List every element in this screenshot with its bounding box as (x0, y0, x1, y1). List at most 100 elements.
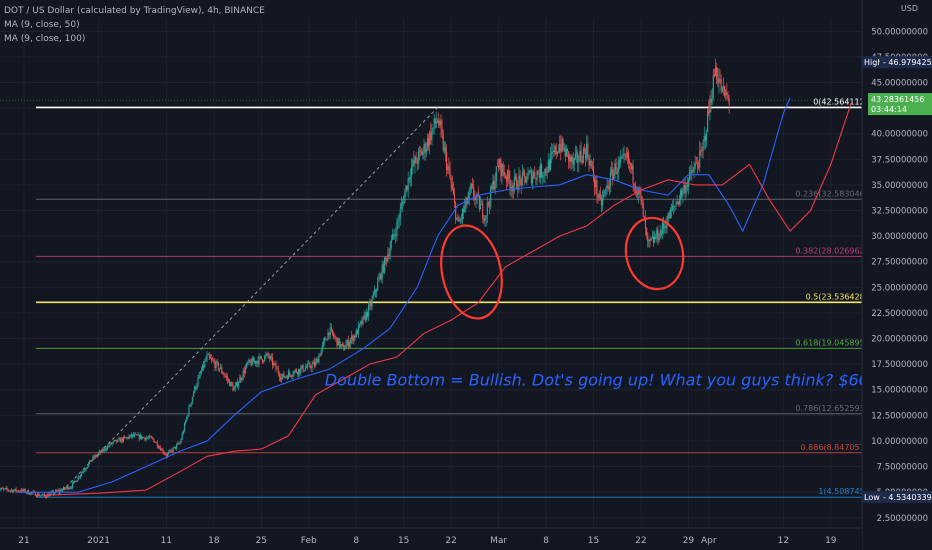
candle-body (47, 494, 49, 498)
time-tick-label: 8 (543, 536, 549, 546)
candle-body (244, 367, 247, 374)
candle-body (252, 358, 254, 363)
candle-body (426, 138, 428, 149)
candle-body (212, 359, 214, 361)
candle-body (500, 159, 502, 176)
candle-body (311, 364, 313, 369)
candle-body (463, 209, 465, 212)
candle-body (108, 445, 110, 447)
candle-body (100, 451, 102, 453)
fib-level-label: 0.618(19.04589560) (795, 338, 878, 347)
candle-body (656, 229, 658, 239)
annotations[interactable]: Double Bottom = Bullish. Dot's going up!… (325, 371, 878, 390)
candle-body (308, 363, 310, 364)
candle-body (441, 128, 443, 135)
ma-50-legend[interactable]: MA (9, close, 50) (4, 20, 80, 30)
candle-body (263, 360, 265, 362)
candle-body (195, 386, 197, 389)
candle-body (352, 335, 354, 342)
candle-body (659, 230, 661, 239)
candle-body (355, 330, 357, 338)
ma-100-legend[interactable]: MA (9, close, 100) (4, 34, 86, 44)
candle-body (526, 179, 528, 183)
price-axis[interactable]: 50.0000000047.5000000045.0000000042.5000… (861, 0, 932, 550)
candle-body (583, 149, 586, 152)
candle-body (222, 372, 224, 375)
candle-body (179, 442, 181, 444)
candle-body (178, 443, 180, 445)
candle-body (418, 150, 421, 152)
candle-body (11, 489, 13, 491)
candle-body (189, 405, 191, 407)
candle-body (715, 67, 717, 77)
candle-body (112, 441, 114, 443)
candle-body (423, 143, 425, 151)
double-bottom-circles[interactable] (433, 213, 690, 325)
candle-body (277, 368, 279, 374)
ma-100-line (44, 102, 852, 496)
annotation-text[interactable]: Double Bottom = Bullish. Dot's going up!… (325, 371, 878, 390)
candle-body (218, 368, 221, 370)
candle-body (618, 160, 621, 163)
candle-body (274, 363, 276, 365)
candle-body (336, 337, 338, 346)
candle-body (98, 453, 100, 455)
candle-body (592, 166, 595, 179)
time-tick-label: 15 (398, 536, 409, 546)
candle-body (0, 488, 2, 490)
candle-body (44, 495, 47, 497)
candle-body (372, 295, 374, 299)
low-value-box (880, 490, 932, 503)
candle-body (647, 234, 649, 242)
candle-body (1, 488, 4, 489)
candle-body (79, 475, 82, 478)
candle-body (566, 148, 569, 152)
candle-body (183, 423, 186, 432)
candle-body (94, 455, 96, 458)
candle-body (157, 446, 160, 448)
time-axis[interactable]: 21 2021 11 18 25 Feb 8 15 22 Mar 8 15 22 29 Apr 12 19 (0, 527, 862, 550)
candle-body (571, 157, 573, 162)
candle-body (616, 171, 618, 174)
candle-body (163, 452, 165, 454)
grid (0, 18, 862, 528)
candle-body (256, 361, 258, 364)
candle-body (411, 167, 413, 177)
fibonacci-retracement[interactable]: 0(42.56411273) 0.236(32.58304600) 0.382(28… (36, 97, 880, 498)
trend-line[interactable] (57, 107, 438, 496)
candle-body (142, 437, 144, 439)
candle-body (400, 204, 402, 209)
candle-body (15, 488, 17, 492)
candle-body (674, 205, 676, 207)
candle-body (347, 340, 349, 347)
candle-body (137, 434, 139, 436)
candle-body (5, 488, 7, 489)
candle-body (99, 451, 101, 454)
candle-body (353, 335, 355, 342)
candle-body (37, 493, 39, 497)
diagonal-trend-line[interactable] (57, 107, 438, 496)
candle-body (464, 205, 466, 212)
candle-body (83, 470, 85, 472)
candle-body (694, 163, 696, 168)
candle-body (718, 79, 720, 84)
candle-body (188, 406, 190, 416)
candle-body (513, 176, 515, 186)
candle-body (0, 489, 1, 490)
hand-drawn-circle[interactable] (433, 220, 510, 324)
candle-body (203, 364, 205, 368)
hand-drawn-circle[interactable] (619, 213, 689, 295)
symbol-title[interactable]: DOT / US Dollar (calculated by TradingVi… (4, 6, 265, 16)
candle-body (720, 79, 722, 92)
candle-body (281, 377, 283, 380)
candle-body (155, 442, 157, 444)
candle-body (407, 177, 409, 191)
candle-body (102, 449, 104, 451)
candle-body (350, 339, 352, 344)
candle-body (661, 223, 663, 234)
candle-body (147, 437, 149, 439)
candle-body (520, 178, 522, 186)
candle-body (35, 495, 37, 497)
candle-body (517, 188, 519, 191)
